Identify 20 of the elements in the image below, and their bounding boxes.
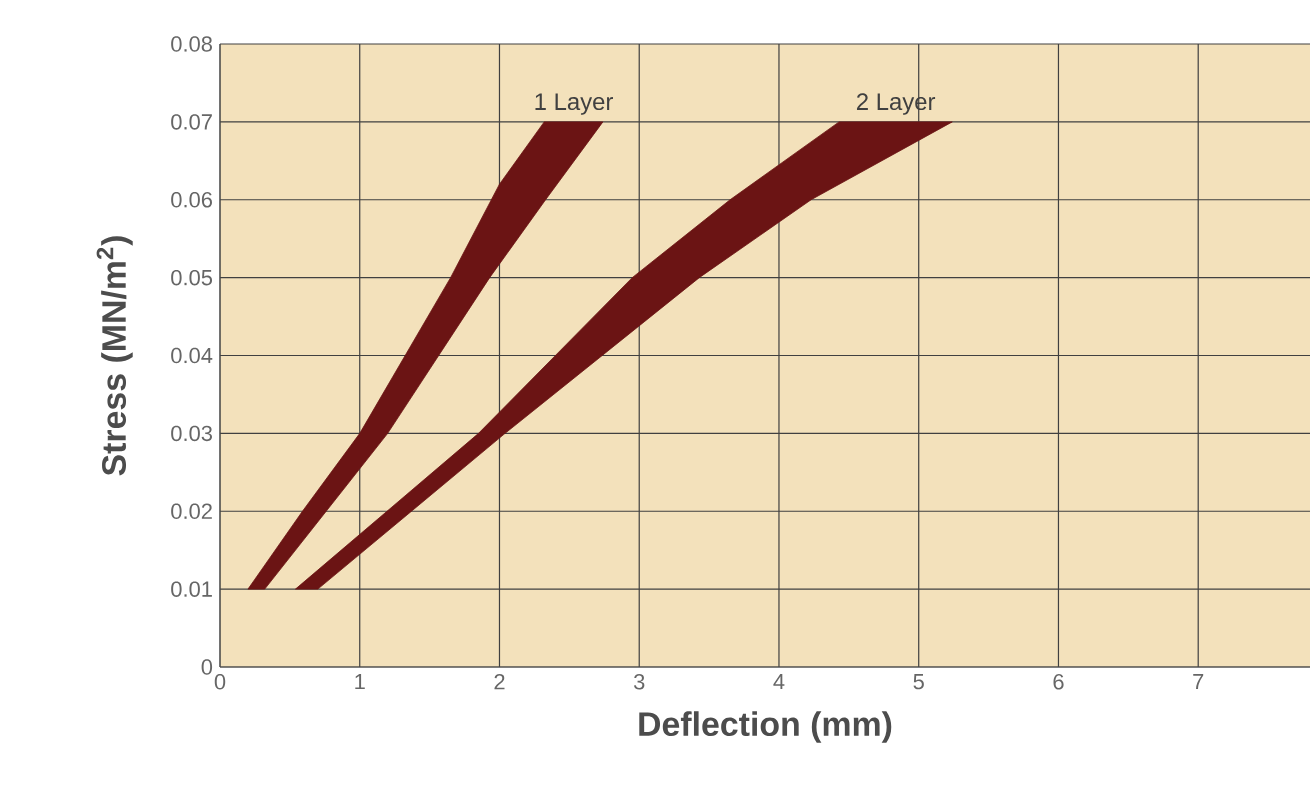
x-tick-label: 3 [633, 674, 645, 690]
series-label: 1 Layer [535, 93, 613, 115]
x-tick-label: 6 [1053, 674, 1064, 690]
y-tick-label: 0.01 [171, 581, 212, 597]
x-tick-label: 2 [494, 674, 505, 690]
y-tick-label: 0.04 [171, 347, 213, 364]
y-tick-label: 0.06 [171, 192, 212, 208]
y-tick-label: 0.03 [171, 425, 212, 442]
y-axis-title: Stress (MN/m$^{2}$) [96, 236, 133, 476]
x-tick-label: 5 [913, 674, 924, 690]
y-tick-label: 0 [201, 659, 213, 675]
y-tick-label: 0.08 [171, 36, 212, 52]
x-tick-label: 0 [214, 674, 226, 690]
x-tick-label: 7 [1193, 674, 1204, 690]
x-tick-label: 1 [355, 674, 365, 690]
y-tick-label: 0.07 [171, 114, 212, 130]
x-axis-title: Deflection (mm) [639, 711, 892, 743]
y-tick-label: 0.05 [171, 269, 213, 286]
y-tick-label: 0.02 [171, 503, 212, 520]
x-tick-label: 4 [773, 674, 785, 690]
